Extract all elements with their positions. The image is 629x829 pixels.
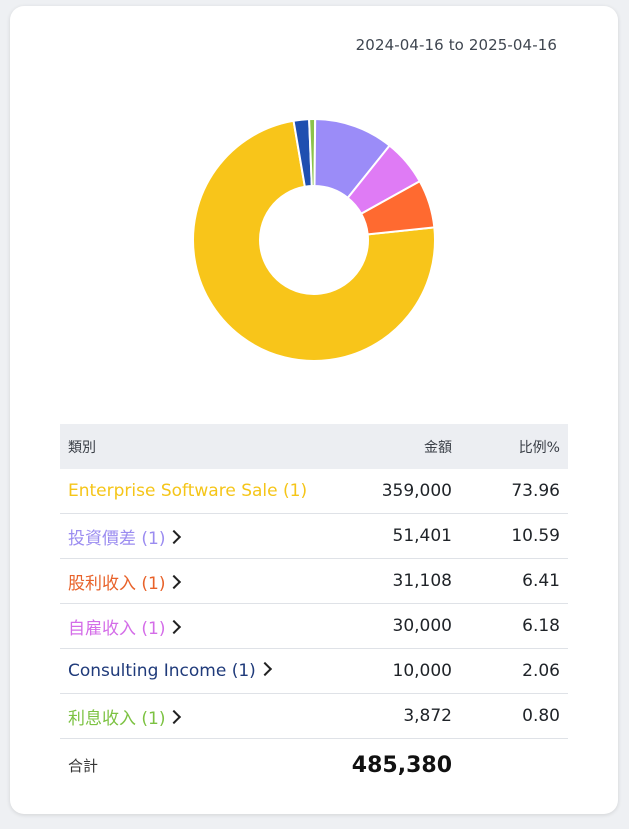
header-ratio: 比例%: [460, 424, 568, 469]
category-label: 投資價差 (1): [68, 528, 166, 549]
total-label: 合計: [68, 756, 99, 775]
date-range: 2024-04-16 to 2025-04-16: [355, 36, 557, 54]
chevron-right-icon[interactable]: [167, 619, 182, 634]
category-label: Consulting Income (1): [68, 661, 256, 681]
row-ratio: 73.96: [460, 469, 568, 514]
total-ratio-empty: [460, 739, 568, 792]
category-label: 利息收入 (1): [68, 708, 166, 729]
total-value: 485,380: [351, 752, 452, 778]
row-amount: 3,872: [316, 693, 460, 739]
row-amount: 31,108: [316, 558, 460, 604]
row-category[interactable]: Enterprise Software Sale (1): [60, 469, 316, 514]
row-category[interactable]: 股利收入 (1): [60, 558, 316, 604]
row-ratio: 6.18: [460, 603, 568, 649]
row-category[interactable]: Consulting Income (1): [60, 648, 316, 694]
chevron-right-icon[interactable]: [167, 529, 182, 544]
row-ratio: 0.80: [460, 693, 568, 739]
chevron-right-icon[interactable]: [167, 709, 182, 724]
row-ratio: 2.06: [460, 648, 568, 694]
donut-slice-0[interactable]: [192, 119, 436, 362]
category-label: 自雇收入 (1): [68, 618, 166, 639]
table-row[interactable]: 自雇收入 (1) 30,000 6.18: [60, 603, 568, 649]
row-category[interactable]: 自雇收入 (1): [60, 603, 316, 649]
donut-chart: [10, 86, 618, 396]
income-breakdown-card: 2024-04-16 to 2025-04-16 類別 金額 比例% Enter…: [10, 6, 618, 814]
table-row[interactable]: 利息收入 (1) 3,872 0.80: [60, 693, 568, 739]
row-ratio: 10.59: [460, 513, 568, 559]
donut-chart-svg: [192, 117, 436, 362]
total-row: 合計 485,380: [60, 739, 568, 792]
row-amount: 359,000: [316, 469, 460, 514]
row-category[interactable]: 利息收入 (1): [60, 693, 316, 739]
table-row[interactable]: Consulting Income (1) 10,000 2.06: [60, 648, 568, 694]
row-amount: 10,000: [316, 648, 460, 694]
row-ratio: 6.41: [460, 558, 568, 604]
category-label: 股利收入 (1): [68, 573, 166, 594]
row-amount: 30,000: [316, 603, 460, 649]
table-row: Enterprise Software Sale (1) 359,000 73.96: [60, 469, 568, 514]
table-row[interactable]: 投資價差 (1) 51,401 10.59: [60, 513, 568, 559]
breakdown-table: 類別 金額 比例% Enterprise Software Sale (1) 35…: [60, 424, 568, 791]
table-header-row: 類別 金額 比例%: [60, 424, 568, 469]
donut-slice-2[interactable]: [359, 179, 436, 236]
chevron-right-icon[interactable]: [257, 661, 272, 677]
header-amount: 金額: [316, 424, 460, 469]
chevron-right-icon[interactable]: [167, 574, 182, 589]
category-label: Enterprise Software Sale (1): [68, 481, 308, 501]
row-amount: 51,401: [316, 513, 460, 559]
table-row[interactable]: 股利收入 (1) 31,108 6.41: [60, 558, 568, 604]
row-category[interactable]: 投資價差 (1): [60, 513, 316, 559]
header-category: 類別: [60, 424, 316, 469]
